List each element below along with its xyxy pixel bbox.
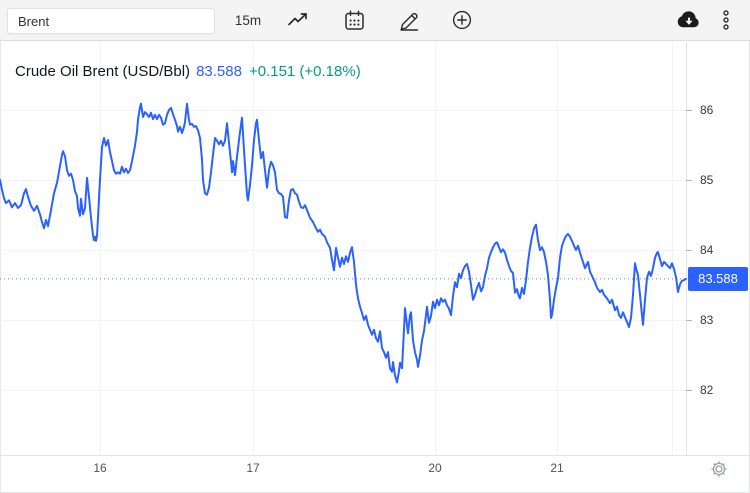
y-axis-label: 84	[700, 243, 714, 257]
symbol-search-input[interactable]	[7, 8, 215, 34]
save-download-button[interactable]	[671, 0, 703, 40]
interval-button[interactable]: 15m	[228, 0, 268, 40]
y-axis-label: 85	[700, 173, 714, 187]
y-axis-label: 82	[700, 383, 714, 397]
line-chart-icon	[288, 13, 307, 26]
settings-gear-icon[interactable]	[710, 460, 728, 478]
plus-circle-icon	[452, 10, 472, 30]
price-line-series	[0, 102, 687, 384]
cloud-download-icon	[677, 11, 699, 28]
date-range-button[interactable]	[336, 0, 372, 40]
more-menu-button[interactable]	[713, 0, 739, 40]
chart-legend: Crude Oil Brent (USD/Bbl) 83.588 +0.151 (+…	[15, 63, 361, 80]
x-axis-label: 17	[246, 461, 260, 475]
instrument-title: Crude Oil Brent (USD/Bbl)	[15, 63, 191, 80]
toolbar: 15m	[0, 0, 750, 41]
price-change-value: +0.151 (+0.18%)	[248, 63, 361, 80]
kebab-menu-icon	[723, 10, 729, 30]
x-axis-label: 21	[550, 461, 564, 475]
y-axis-label: 86	[700, 103, 714, 117]
x-axis-label: 16	[93, 461, 107, 475]
last-price-value: 83.588	[196, 63, 242, 80]
y-axis-label: 83	[700, 313, 714, 327]
last-price-label: 83.588	[688, 266, 748, 291]
draw-button[interactable]	[392, 0, 428, 40]
calendar-icon	[344, 9, 364, 30]
chart-style-button[interactable]	[280, 0, 316, 40]
x-axis-label: 20	[428, 461, 442, 475]
pencil-icon	[400, 12, 419, 31]
compare-add-button[interactable]	[446, 0, 478, 40]
